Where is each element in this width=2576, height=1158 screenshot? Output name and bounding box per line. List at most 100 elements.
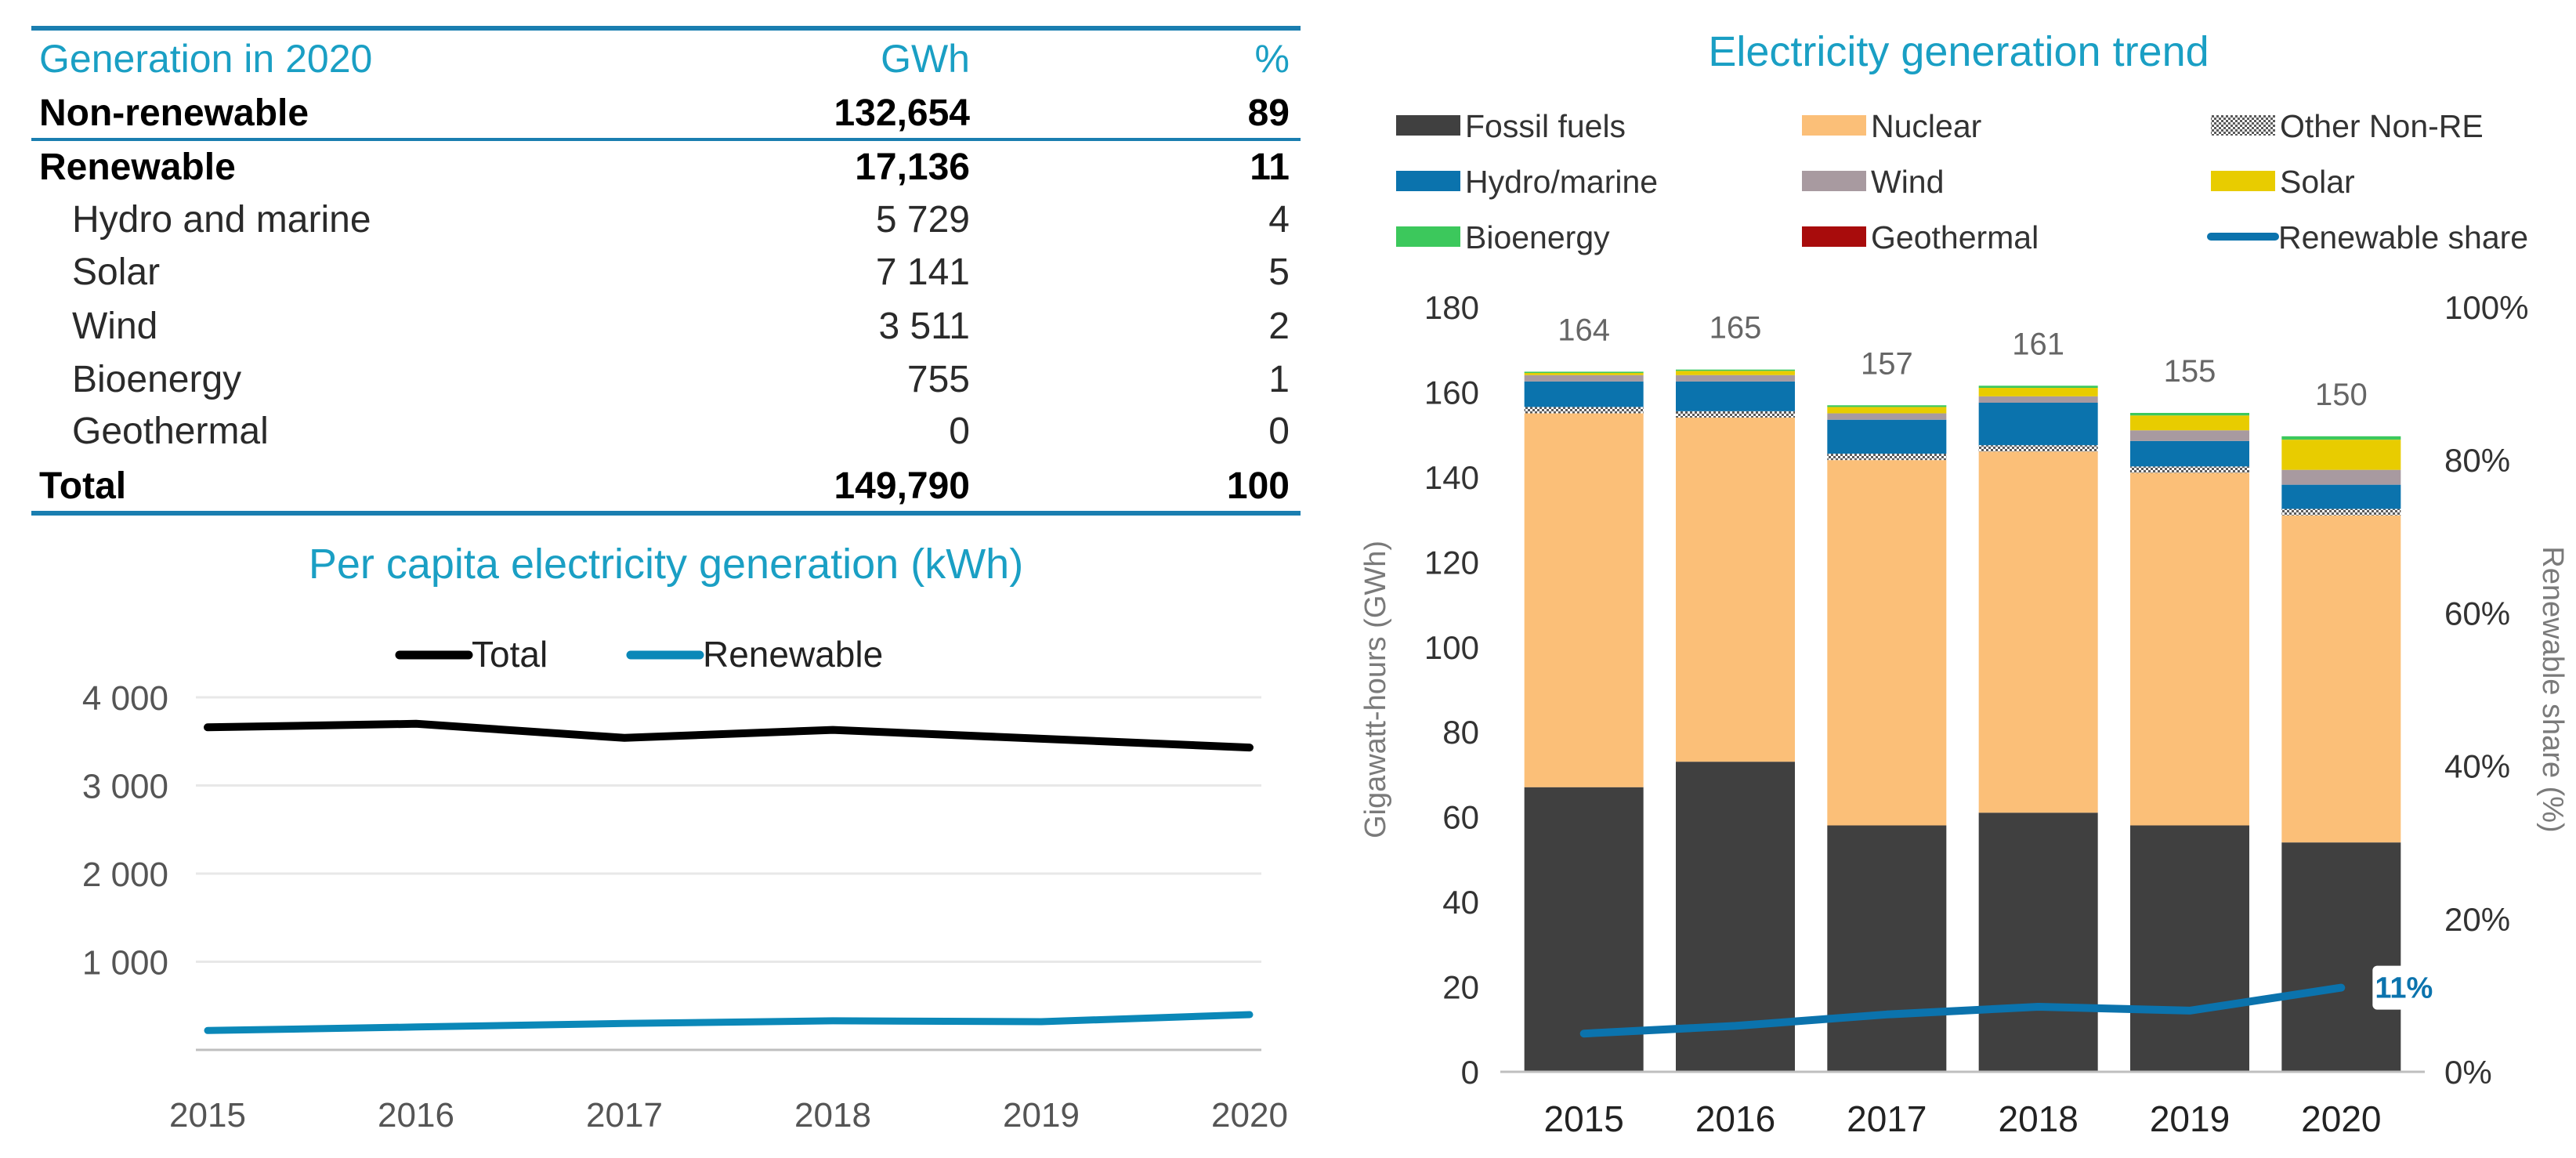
bar-segment-wind-2015 bbox=[1524, 375, 1644, 382]
bar-segment-hydro-marine-2017 bbox=[1827, 419, 1947, 454]
bar-y-tick-label: 140 bbox=[1424, 459, 1479, 496]
line-y-tick-label: 1 000 bbox=[82, 944, 168, 982]
bar-y-tick-label: 80 bbox=[1442, 714, 1479, 751]
bar-y2-tick-label: 0% bbox=[2444, 1054, 2492, 1091]
line-series-renewable bbox=[204, 1011, 1254, 1034]
bar-segment-nuclear-2018 bbox=[1978, 451, 2098, 813]
bar-segment-other-non-re-2017 bbox=[1827, 454, 1947, 461]
table-row-label-geothermal: Geothermal bbox=[72, 411, 269, 452]
bar-legend-swatch-other-non-re bbox=[2211, 115, 2275, 136]
renewable-share-point-2016 bbox=[1735, 1025, 1736, 1026]
bar-segment-bioenergy-2019 bbox=[2130, 413, 2249, 416]
table-row-gwh-renewable: 17,136 bbox=[855, 147, 970, 188]
line-point-renewable-2019 bbox=[1040, 1021, 1042, 1022]
renewable-share-point-2018 bbox=[2038, 1006, 2039, 1008]
line-point-renewable-2017 bbox=[624, 1022, 625, 1024]
line-x-tick-label: 2020 bbox=[1211, 1096, 1288, 1134]
table-row-gwh-wind: 3 511 bbox=[878, 306, 970, 347]
bar-legend-label-bioenergy: Bioenergy bbox=[1465, 219, 1610, 255]
bar-legend-label-geothermal: Geothermal bbox=[1871, 219, 2039, 255]
bar-x-tick-label-2017: 2017 bbox=[1847, 1098, 1927, 1139]
bar-segment-other-non-re-2018 bbox=[1978, 445, 2098, 452]
bar-legend-swatch-hydro-marine bbox=[1396, 171, 1460, 191]
bar-legend-label-nuclear: Nuclear bbox=[1871, 108, 1981, 144]
line-point-total-2020 bbox=[1249, 747, 1250, 748]
bar-segment-other-non-re-2016 bbox=[1676, 411, 1795, 418]
bar-x-tick-label-2019: 2019 bbox=[2150, 1098, 2230, 1139]
bar-segment-wind-2018 bbox=[1978, 396, 2098, 403]
line-point-renewable-2016 bbox=[415, 1026, 417, 1028]
bar-segment-fossil-fuels-2020 bbox=[2281, 842, 2401, 1072]
line-x-tick-label: 2015 bbox=[169, 1096, 246, 1134]
bar-segment-solar-2016 bbox=[1676, 371, 1795, 375]
bar-segment-bioenergy-2017 bbox=[1827, 405, 1947, 407]
line-legend-label-renewable: Renewable bbox=[703, 634, 883, 675]
renewable-share-annotation-box bbox=[2372, 965, 2436, 1010]
bar-segment-fossil-fuels-2015 bbox=[1524, 787, 1644, 1072]
renewable-share-point-2015 bbox=[1583, 1033, 1585, 1034]
line-point-total-2015 bbox=[207, 726, 208, 728]
bar-segment-hydro-marine-2018 bbox=[1978, 403, 2098, 446]
bar-segment-other-non-re-2019 bbox=[2130, 466, 2249, 473]
bar-segment-other-non-re-2015 bbox=[1524, 407, 1644, 414]
bar-y2-tick-label: 80% bbox=[2444, 442, 2510, 479]
bar-y2-tick-label: 60% bbox=[2444, 595, 2510, 631]
line-chart-title: Per capita electricity generation (kWh) bbox=[309, 541, 1023, 588]
bar-y-tick-label: 120 bbox=[1424, 544, 1479, 581]
renewable-share-line bbox=[1579, 983, 2346, 1038]
bar-legend-swatch-fossil-fuels bbox=[1396, 115, 1460, 136]
bar-total-label-2016: 165 bbox=[1709, 311, 1762, 346]
bar-segment-fossil-fuels-2018 bbox=[1978, 812, 2098, 1072]
table-row-gwh-geothermal: 0 bbox=[949, 411, 970, 452]
table-row-label-solar: Solar bbox=[72, 252, 160, 293]
per-capita-line-chart: Per capita electricity generation (kWh) 1… bbox=[82, 541, 1288, 1134]
table-row-label-renewable: Renewable bbox=[39, 147, 236, 188]
generation-trend-bar-chart: Electricity generation trend Fossil fuels… bbox=[1359, 28, 2569, 1139]
table-row-pct-non-renewable: 89 bbox=[1248, 92, 1290, 134]
bar-legend-swatch-nuclear bbox=[1802, 115, 1866, 136]
line-y-tick-label: 3 000 bbox=[82, 768, 168, 806]
bar-segment-solar-2019 bbox=[2130, 415, 2249, 431]
renewable-share-point-2017 bbox=[1886, 1014, 1887, 1015]
line-x-tick-label: 2018 bbox=[794, 1096, 871, 1134]
bar-y2-tick-label: 20% bbox=[2444, 901, 2510, 938]
bar-legend-label-other-non-re: Other Non-RE bbox=[2280, 108, 2484, 144]
table-row-gwh-total: 149,790 bbox=[834, 465, 970, 507]
table-row-pct-wind: 2 bbox=[1268, 306, 1290, 347]
table-row-pct-solar: 5 bbox=[1268, 252, 1290, 293]
bar-x-tick-label-2016: 2016 bbox=[1695, 1098, 1775, 1139]
table-row-label-total: Total bbox=[39, 465, 126, 507]
bar-segment-nuclear-2017 bbox=[1827, 460, 1947, 826]
table-row-pct-bioenergy: 1 bbox=[1268, 359, 1290, 400]
bar-segment-wind-2020 bbox=[2281, 469, 2401, 485]
bar-segment-bioenergy-2020 bbox=[2281, 436, 2401, 440]
bar-legend-label-renewable-share: Renewable share bbox=[2278, 219, 2528, 255]
bar-chart-title: Electricity generation trend bbox=[1708, 28, 2209, 75]
bar-y-tick-label: 100 bbox=[1424, 629, 1479, 666]
bar-y-tick-label: 60 bbox=[1442, 799, 1479, 836]
line-point-renewable-2018 bbox=[832, 1020, 834, 1022]
line-x-tick-label: 2017 bbox=[586, 1096, 663, 1134]
bar-segment-solar-2018 bbox=[1978, 388, 2098, 396]
bar-legend-swatch-wind bbox=[1802, 171, 1866, 191]
bar-segment-wind-2016 bbox=[1676, 375, 1795, 382]
table-header-pct: % bbox=[1255, 37, 1290, 81]
bar-legend-label-wind: Wind bbox=[1871, 164, 1944, 200]
table-row-pct-geothermal: 0 bbox=[1268, 411, 1290, 452]
bar-segment-wind-2017 bbox=[1827, 413, 1947, 420]
bar-y-tick-label: 0 bbox=[1461, 1054, 1479, 1091]
bar-total-label-2017: 157 bbox=[1861, 346, 1913, 381]
line-series-total bbox=[204, 719, 1254, 752]
bar-y-tick-label: 40 bbox=[1442, 884, 1479, 921]
bar-y-tick-label: 160 bbox=[1424, 374, 1479, 411]
bar-y2-tick-label: 100% bbox=[2444, 289, 2528, 326]
table-row-gwh-non-renewable: 132,654 bbox=[834, 92, 970, 134]
table-row-label-bioenergy: Bioenergy bbox=[72, 359, 241, 400]
bar-segment-hydro-marine-2016 bbox=[1676, 381, 1795, 411]
bar-segment-hydro-marine-2019 bbox=[2130, 440, 2249, 467]
bar-y2-axis-title: Renewable share (%) bbox=[2536, 546, 2569, 832]
bar-segment-solar-2017 bbox=[1827, 407, 1947, 414]
table-row-gwh-solar: 7 141 bbox=[876, 252, 970, 293]
bar-y-axis-title: Gigawatt-hours (GWh) bbox=[1359, 541, 1392, 838]
